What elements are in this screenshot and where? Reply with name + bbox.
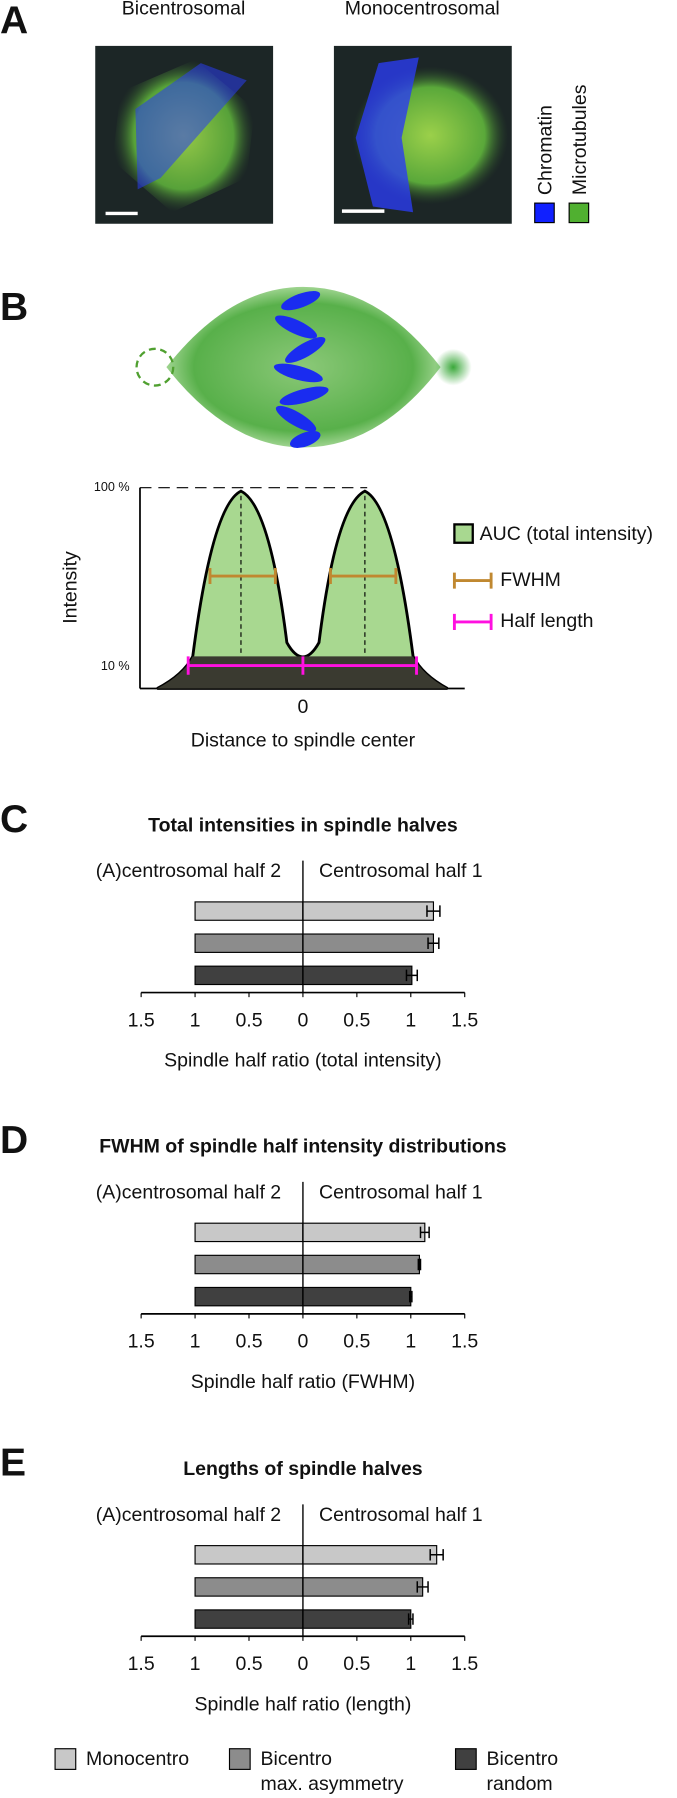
x-axis-label: Spindle half ratio (FWHM): [191, 1371, 415, 1393]
x-tick-label: 1: [190, 1009, 201, 1031]
x-tick-label: 1.5: [128, 1653, 155, 1675]
chart-title: Lengths of spindle halves: [183, 1458, 423, 1480]
error-bar: [427, 937, 440, 949]
legend-label: Bicentro random: [486, 1747, 559, 1795]
bar-half2: [194, 901, 304, 921]
x-axis-label: Spindle half ratio (length): [195, 1693, 412, 1715]
x-axis-label: Distance to spindle center: [191, 729, 416, 751]
x-tick-label: 1.5: [451, 1009, 478, 1031]
error-bar: [407, 1613, 414, 1625]
x-tick-label: 0: [297, 1653, 308, 1675]
channel-label: Microtubules: [569, 84, 591, 195]
bar-half1: [302, 965, 413, 986]
legend-label: AUC (total intensity): [480, 523, 653, 545]
legend-swatch: [54, 1748, 77, 1770]
bar-half2: [194, 965, 304, 986]
x-tick-label: 0.5: [343, 1653, 370, 1675]
x-tick-label: 0.5: [343, 1331, 370, 1353]
x-tick-label: 0: [297, 696, 308, 718]
x-tick-label: 0.5: [235, 1009, 262, 1031]
x-tick-label: 1: [405, 1331, 416, 1353]
channel-swatch: [534, 202, 555, 224]
x-tick-label: 1.5: [128, 1331, 155, 1353]
chart-title: Total intensities in spindle halves: [148, 814, 458, 836]
legend-swatch: [454, 1748, 477, 1770]
legend-label: FWHM: [500, 569, 561, 591]
y-tick-label: 10 %: [101, 659, 130, 673]
channel-label: Chromatin: [534, 105, 556, 195]
panel-label: C: [0, 798, 28, 841]
x-tick-label: 1: [190, 1653, 201, 1675]
half-label: Centrosomal half 1: [319, 1182, 483, 1204]
half-label: Centrosomal half 1: [319, 1504, 483, 1526]
legend-label: Half length: [500, 610, 593, 632]
chart-title: FWHM of spindle half intensity distribut…: [99, 1136, 506, 1158]
bar-half2: [194, 1254, 304, 1275]
bar-half2: [194, 1577, 304, 1597]
image-title: Bicentrosomal: [122, 0, 246, 19]
x-tick-label: 0: [297, 1009, 308, 1031]
bar-half1: [302, 1222, 426, 1243]
x-tick-label: 0.5: [235, 1653, 262, 1675]
x-tick-label: 1: [405, 1009, 416, 1031]
x-tick-label: 1.5: [451, 1653, 478, 1675]
legend-label: Bicentro max. asymmetry: [260, 1747, 404, 1795]
x-tick-label: 1: [190, 1331, 201, 1353]
bar-half2: [194, 1545, 304, 1565]
bar-half1: [302, 1609, 412, 1629]
x-tick-label: 1.5: [451, 1331, 478, 1353]
micrograph: [333, 45, 512, 224]
x-tick-label: 1: [405, 1653, 416, 1675]
bar-half1: [302, 1545, 438, 1565]
spindle-schematic: [135, 286, 472, 448]
y-axis-label: Intensity: [59, 551, 81, 624]
x-tick-label: 1.5: [128, 1009, 155, 1031]
half-label: Centrosomal half 1: [319, 860, 483, 882]
legend-swatch: [228, 1748, 251, 1770]
error-bar: [419, 1226, 430, 1239]
panel-label: E: [0, 1442, 26, 1485]
error-bar: [416, 1581, 429, 1593]
bar-half1: [302, 1254, 420, 1275]
image-title: Monocentrosomal: [345, 0, 500, 19]
x-tick-label: 0.5: [235, 1331, 262, 1353]
x-tick-label: 0.5: [343, 1009, 370, 1031]
intensity-plot: [139, 487, 493, 690]
error-bar: [429, 1549, 444, 1561]
bar-half1: [302, 933, 435, 953]
error-bar: [417, 1258, 422, 1271]
bar-half2: [194, 933, 304, 953]
half-label: (A)centrosomal half 2: [96, 860, 281, 882]
legend-label: Monocentro: [86, 1747, 190, 1770]
error-bar: [426, 905, 441, 917]
bar-half1: [302, 1286, 412, 1307]
channel-swatch: [568, 202, 590, 224]
bar-half2: [194, 1609, 304, 1629]
bar-half2: [194, 1286, 304, 1307]
half-label: (A)centrosomal half 2: [96, 1182, 281, 1204]
error-bar: [408, 1290, 413, 1303]
micrograph: [95, 45, 274, 224]
error-bar: [405, 969, 419, 982]
x-axis-label: Spindle half ratio (total intensity): [164, 1050, 441, 1072]
bar-half2: [194, 1222, 304, 1243]
half-label: (A)centrosomal half 2: [96, 1504, 281, 1526]
panel-label: A: [0, 0, 28, 42]
bar-half1: [302, 901, 435, 921]
x-tick-label: 0: [297, 1331, 308, 1353]
y-tick-label: 100 %: [94, 480, 130, 494]
panel-label: B: [0, 286, 28, 329]
panel-label: D: [0, 1119, 28, 1162]
bar-half1: [302, 1577, 424, 1597]
